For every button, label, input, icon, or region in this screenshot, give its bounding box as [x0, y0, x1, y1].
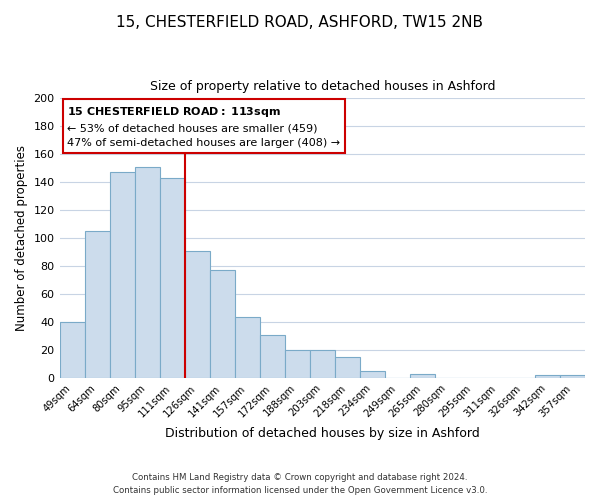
Text: $\bf{15\ CHESTERFIELD\ ROAD:\ 113sqm}$
← 53% of detached houses are smaller (459: $\bf{15\ CHESTERFIELD\ ROAD:\ 113sqm}$ ←…: [67, 106, 341, 148]
Bar: [59, 322, 85, 378]
Bar: [209, 270, 235, 378]
Bar: [535, 376, 560, 378]
X-axis label: Distribution of detached houses by size in Ashford: Distribution of detached houses by size …: [165, 427, 479, 440]
Bar: [85, 232, 110, 378]
Bar: [260, 335, 285, 378]
Text: 15, CHESTERFIELD ROAD, ASHFORD, TW15 2NB: 15, CHESTERFIELD ROAD, ASHFORD, TW15 2NB: [116, 15, 484, 30]
Bar: [335, 357, 360, 378]
Bar: [110, 172, 134, 378]
Bar: [310, 350, 335, 378]
Bar: [134, 167, 160, 378]
Bar: [285, 350, 310, 378]
Y-axis label: Number of detached properties: Number of detached properties: [15, 146, 28, 332]
Bar: [360, 371, 385, 378]
Bar: [235, 316, 260, 378]
Bar: [410, 374, 435, 378]
Title: Size of property relative to detached houses in Ashford: Size of property relative to detached ho…: [149, 80, 495, 93]
Bar: [160, 178, 185, 378]
Bar: [560, 376, 585, 378]
Text: Contains HM Land Registry data © Crown copyright and database right 2024.
Contai: Contains HM Land Registry data © Crown c…: [113, 474, 487, 495]
Bar: [185, 251, 209, 378]
